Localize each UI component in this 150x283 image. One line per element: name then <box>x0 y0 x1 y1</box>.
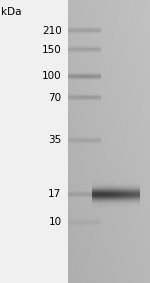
Text: 17: 17 <box>48 189 62 199</box>
Text: kDa: kDa <box>2 7 22 17</box>
Text: 210: 210 <box>42 25 62 36</box>
Text: 100: 100 <box>42 71 61 81</box>
Bar <box>0 0 68 283</box>
Text: 35: 35 <box>48 135 62 145</box>
Text: 10: 10 <box>48 217 62 227</box>
Text: 150: 150 <box>42 44 62 55</box>
Text: 70: 70 <box>48 93 62 103</box>
